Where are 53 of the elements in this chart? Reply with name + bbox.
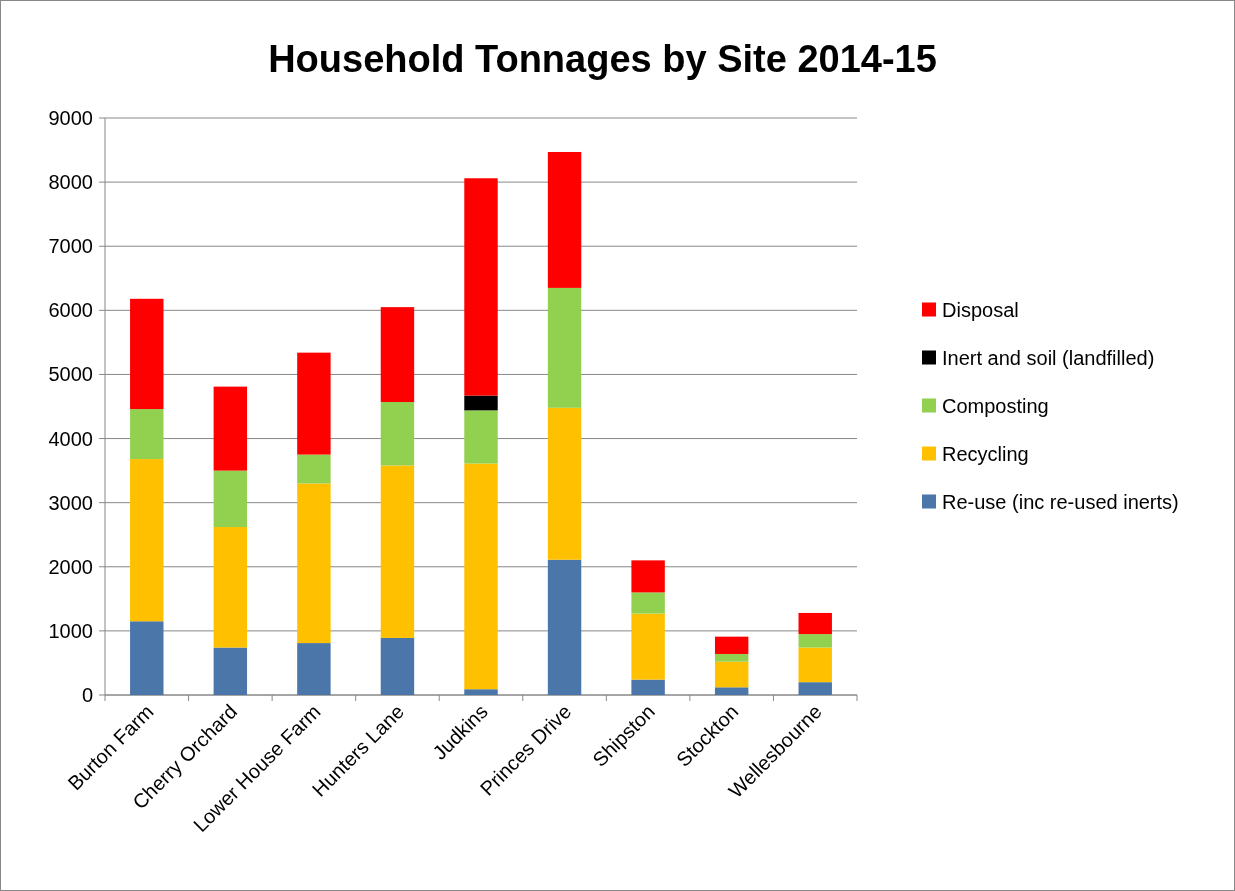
y-tick-label: 6000 [48,299,93,322]
legend-label: Disposal [942,298,1019,321]
bar [213,527,248,648]
bar [130,459,164,622]
bar [464,410,498,464]
bar [631,613,665,680]
bar [464,689,498,695]
bar [714,661,749,688]
y-tick-label: 2000 [48,555,93,578]
y-tick-label: 7000 [48,235,93,258]
legend-label: Inert and soil (landfilled) [942,346,1155,369]
bar [297,454,331,484]
bar [714,687,749,695]
y-tick-label: 8000 [48,171,93,194]
bar [631,592,665,614]
bar [798,647,832,683]
bar [297,352,331,455]
legend-label: Composting [942,394,1049,417]
legend-label: Recycling [942,442,1029,465]
bar [714,653,749,662]
y-tick-label: 9000 [48,107,93,129]
bar [213,386,248,471]
bar [213,647,248,695]
legend-label: Re-use (inc re-used inerts) [942,490,1179,513]
bar [631,560,665,593]
bar [213,470,248,528]
bar [464,463,498,690]
bar [798,634,832,648]
bar [130,409,164,460]
bar [631,679,665,695]
y-tick-label: 0 [81,684,93,706]
y-tick-label: 1000 [48,619,93,642]
bar [714,636,749,654]
bar [380,637,415,695]
bar [130,298,164,410]
bar [130,621,164,695]
bar [547,287,582,408]
bar [297,483,331,644]
bar [380,402,415,466]
bar [464,395,498,411]
bar [297,643,331,695]
bar [547,407,582,560]
y-tick-label: 3000 [48,491,93,514]
bar [464,178,498,396]
bar [380,465,415,638]
bar [798,682,832,695]
bar [547,151,582,288]
bar [798,612,832,635]
chart-title: Household Tonnages by Site 2014-15 [268,38,937,80]
y-tick-label: 4000 [48,427,93,450]
y-tick-label: 5000 [48,363,93,386]
bar [547,559,582,695]
bar [380,307,415,403]
